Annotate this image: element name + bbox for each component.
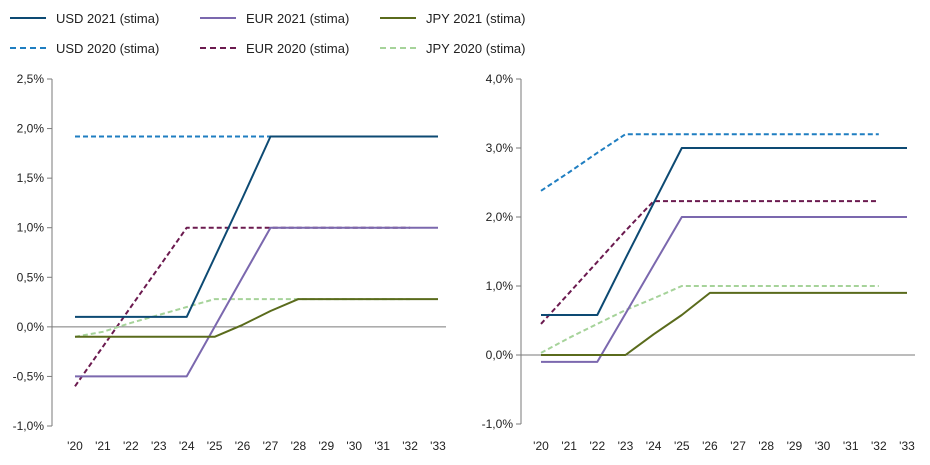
y-tick-label: 1,0% [486,279,514,293]
y-tick-label: 0,0% [17,320,45,334]
series-line [75,298,438,338]
x-tick-label: '23 [151,439,167,453]
x-tick-label: '28 [291,439,307,453]
legend-swatch [200,47,236,49]
series-line [74,298,411,338]
x-tick-label: '31 [843,439,859,453]
x-tick-label: '31 [374,439,390,453]
x-tick-label: '33 [430,439,446,453]
y-tick-label: -1,0% [482,417,514,431]
y-tick-label: -1,0% [13,419,45,433]
x-tick-label: '28 [758,439,774,453]
y-tick-label: 2,0% [17,122,45,136]
series-line [540,200,879,325]
y-tick-label: 2,0% [486,210,514,224]
legend-item: USD 2021 (stima) [10,8,159,28]
legend-item: EUR 2020 (stima) [200,38,349,58]
legend-swatch [200,17,236,19]
right-line-chart: -1,0% 0,0% 1,0% 2,0% 3,0% 4,0% '20 '21 '22 '23 '24… [482,72,916,453]
y-tick-label: 2,5% [17,72,45,86]
legend-item: JPY 2021 (stima) [380,8,525,28]
legend-label: EUR 2020 (stima) [246,40,350,56]
chart-legend: USD 2021 (stima) EUR 2021 (stima) JPY 2021… [0,0,930,62]
left-line-chart: -1,0% -0,5% 0,0% 0,5% 1,0% 1,5% 2,0% 2,5% '20 '21… [13,72,447,453]
x-tick-label: '20 [533,439,549,453]
legend-item: JPY 2020 (stima) [380,38,525,58]
x-tick-label: '32 [402,439,418,453]
legend-label: USD 2020 (stima) [56,40,160,56]
legend-label: EUR 2021 (stima) [246,10,350,26]
legend-swatch [380,47,416,49]
y-tick-label: 4,0% [486,72,514,86]
x-tick-label: '23 [618,439,634,453]
x-tick-label: '29 [318,439,334,453]
y-tick-label: -0,5% [13,369,45,383]
legend-swatch [10,17,46,19]
series-line [540,285,879,354]
y-tick-label: 1,5% [17,171,45,185]
y-tick-label: 0,0% [486,348,514,362]
legend-label: JPY 2021 (stima) [426,10,526,26]
x-tick-label: '22 [123,439,139,453]
y-tick-label: 1,0% [17,221,45,235]
legend-item: EUR 2021 (stima) [200,8,349,28]
legend-swatch [10,47,46,49]
legend-swatch [380,17,416,19]
x-tick-label: '26 [702,439,718,453]
x-tick-label: '29 [787,439,803,453]
x-tick-label: '27 [730,439,746,453]
x-tick-label: '30 [346,439,362,453]
x-tick-label: '26 [235,439,251,453]
series-line [541,291,907,356]
series-line [541,147,907,316]
series-line [541,216,907,363]
legend-label: USD 2021 (stima) [56,10,160,26]
y-tick-label: 3,0% [486,141,514,155]
x-tick-label: '30 [815,439,831,453]
x-tick-label: '20 [67,439,83,453]
x-tick-label: '22 [589,439,605,453]
series-line [74,226,411,387]
series-line [75,135,438,318]
legend-item: USD 2020 (stima) [10,38,159,58]
x-tick-label: '25 [674,439,690,453]
x-tick-label: '25 [207,439,223,453]
x-tick-label: '24 [646,439,662,453]
x-tick-label: '33 [899,439,915,453]
y-tick-label: 0,5% [17,270,45,284]
x-tick-label: '24 [179,439,195,453]
legend-label: JPY 2020 (stima) [426,40,526,56]
x-tick-label: '21 [95,439,111,453]
series-line [540,133,879,192]
x-tick-label: '32 [871,439,887,453]
x-tick-label: '27 [263,439,279,453]
x-tick-label: '21 [561,439,577,453]
series-line [75,226,438,378]
